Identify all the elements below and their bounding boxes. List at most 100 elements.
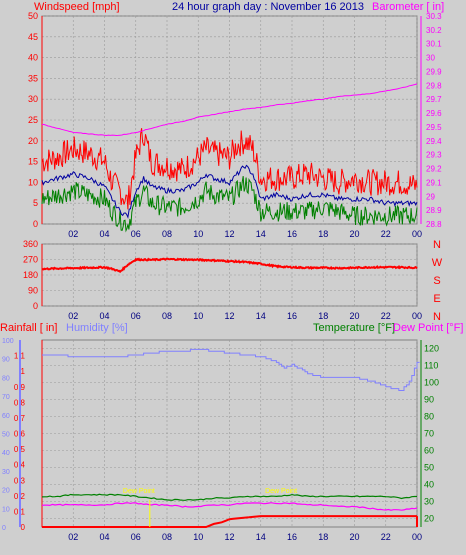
windspeed-tick-label: 15 bbox=[28, 157, 38, 167]
barometer-tick-label: 29.2 bbox=[426, 165, 442, 174]
barometer-tick-label: 29.4 bbox=[426, 137, 442, 146]
average-series-line bbox=[41, 164, 418, 219]
direction-tick-label: 180 bbox=[23, 270, 38, 280]
barometer-series-line bbox=[41, 83, 418, 137]
temperature-tick-label: 30 bbox=[424, 497, 434, 507]
windspeed-axis-title: Windspeed [mph] bbox=[34, 1, 120, 13]
x-tick-label-1-06: 06 bbox=[131, 229, 141, 239]
compass-label-W: W bbox=[432, 257, 443, 269]
humidity-tick-label: 20 bbox=[2, 488, 10, 495]
humidity-tick-label: 10 bbox=[2, 506, 10, 513]
dewpoint-axis-title: Dew Point [°F] bbox=[393, 322, 463, 334]
windspeed-tick-label: 20 bbox=[28, 136, 38, 146]
barometer-tick-label: 29.8 bbox=[426, 81, 442, 90]
compass-label-N: N bbox=[433, 311, 441, 323]
direction-tick-label: 360 bbox=[23, 239, 38, 249]
direction-tick-label: 90 bbox=[28, 286, 38, 296]
barometer-tick-label: 28.9 bbox=[426, 206, 442, 215]
barometer-tick-label: 29 bbox=[426, 192, 435, 201]
x-tick-label-1-00: 00 bbox=[412, 229, 422, 239]
humidity-tick-label: 100 bbox=[2, 338, 14, 345]
temperature-tick-label: 70 bbox=[424, 429, 434, 439]
x-tick-label-2-02: 02 bbox=[68, 311, 78, 321]
x-tick-label-2-12: 12 bbox=[224, 311, 234, 321]
x-tick-label-1-20: 20 bbox=[349, 229, 359, 239]
humidity-tick-label: 0 bbox=[2, 525, 6, 532]
windspeed-tick-label: 45 bbox=[28, 32, 38, 42]
gust-series-line bbox=[41, 128, 418, 210]
temperature-tick-label: 60 bbox=[424, 446, 434, 456]
x-tick-label-1-22: 22 bbox=[381, 229, 391, 239]
x-tick-label-1-04: 04 bbox=[99, 229, 109, 239]
windspeed-tick-label: 35 bbox=[28, 73, 38, 83]
x-tick-label-3-14: 14 bbox=[256, 532, 266, 542]
barometer-tick-label: 30.1 bbox=[426, 40, 442, 49]
low-series-line bbox=[41, 176, 418, 233]
dewpoint-annotation: Dew Point bbox=[265, 488, 297, 495]
x-tick-label-2-20: 20 bbox=[349, 311, 359, 321]
compass-label-N: N bbox=[433, 239, 441, 251]
humidity-tick-label: 60 bbox=[2, 413, 10, 420]
rainfall-series-line bbox=[42, 515, 417, 528]
barometer-tick-label: 29.3 bbox=[426, 151, 442, 160]
x-tick-label-3-10: 10 bbox=[193, 532, 203, 542]
x-tick-label-1-14: 14 bbox=[256, 229, 266, 239]
windspeed-tick-label: 25 bbox=[28, 115, 38, 125]
x-tick-label-3-22: 22 bbox=[381, 532, 391, 542]
windspeed-tick-label: 5 bbox=[33, 198, 38, 208]
x-tick-label-2-08: 08 bbox=[162, 311, 172, 321]
dewpoint-annotation: Dew Point bbox=[123, 488, 155, 495]
temperature-tick-label: 100 bbox=[424, 378, 439, 388]
barometer-tick-label: 29.9 bbox=[426, 67, 442, 76]
humidity-tick-label: 50 bbox=[2, 432, 10, 439]
temperature-tick-label: 80 bbox=[424, 412, 434, 422]
x-tick-label-1-10: 10 bbox=[193, 229, 203, 239]
humidity-tick-label: 70 bbox=[2, 394, 10, 401]
x-tick-label-2-22: 22 bbox=[381, 311, 391, 321]
x-tick-label-2-00: 00 bbox=[412, 311, 422, 321]
compass-label-E: E bbox=[433, 293, 440, 305]
x-tick-label-2-18: 18 bbox=[318, 311, 328, 321]
temperature-series-line bbox=[41, 493, 417, 501]
x-tick-label-2-04: 04 bbox=[99, 311, 109, 321]
x-tick-label-3-04: 04 bbox=[99, 532, 109, 542]
x-tick-label-3-12: 12 bbox=[224, 532, 234, 542]
graph-title: 24 hour graph day : November 16 2013 bbox=[172, 1, 364, 13]
rainfall-tick-label: 0 bbox=[21, 523, 26, 532]
x-tick-label-1-08: 08 bbox=[162, 229, 172, 239]
barometer-tick-label: 29.6 bbox=[426, 109, 442, 118]
humidity-series-line bbox=[42, 348, 420, 391]
humidity-tick-label: 90 bbox=[2, 357, 10, 364]
windspeed-tick-label: 10 bbox=[28, 177, 38, 187]
x-tick-label-3-06: 06 bbox=[131, 532, 141, 542]
windspeed-tick-label: 50 bbox=[28, 11, 38, 21]
barometer-tick-label: 30 bbox=[426, 54, 435, 63]
barometer-tick-label: 29.7 bbox=[426, 95, 442, 104]
rainfall-axis-title: Rainfall [ in] bbox=[0, 322, 57, 334]
temperature-tick-label: 20 bbox=[424, 514, 434, 524]
direction-series-line bbox=[41, 257, 418, 274]
temperature-tick-label: 90 bbox=[424, 395, 434, 405]
barometer-tick-label: 30.2 bbox=[426, 26, 442, 35]
humidity-tick-label: 40 bbox=[2, 450, 10, 457]
x-tick-label-3-16: 16 bbox=[287, 532, 297, 542]
x-tick-label-1-18: 18 bbox=[318, 229, 328, 239]
x-tick-label-3-00: 00 bbox=[412, 532, 422, 542]
x-tick-label-2-06: 06 bbox=[131, 311, 141, 321]
direction-tick-label: 270 bbox=[23, 255, 38, 265]
x-tick-label-3-02: 02 bbox=[68, 532, 78, 542]
x-tick-label-3-18: 18 bbox=[318, 532, 328, 542]
dewpoint-series-line bbox=[41, 502, 418, 511]
humidity-tick-label: 30 bbox=[2, 469, 10, 476]
compass-label-S: S bbox=[433, 275, 440, 287]
temperature-axis-title: Temperature [°F] bbox=[313, 322, 395, 334]
barometer-tick-label: 29.5 bbox=[426, 123, 442, 132]
x-tick-label-3-20: 20 bbox=[349, 532, 359, 542]
x-tick-label-3-08: 08 bbox=[162, 532, 172, 542]
x-tick-label-1-16: 16 bbox=[287, 229, 297, 239]
x-tick-label-1-12: 12 bbox=[224, 229, 234, 239]
barometer-axis-title: Barometer [ in] bbox=[372, 1, 444, 13]
humidity-tick-label: 80 bbox=[2, 375, 10, 382]
barometer-tick-label: 30.3 bbox=[426, 12, 442, 21]
